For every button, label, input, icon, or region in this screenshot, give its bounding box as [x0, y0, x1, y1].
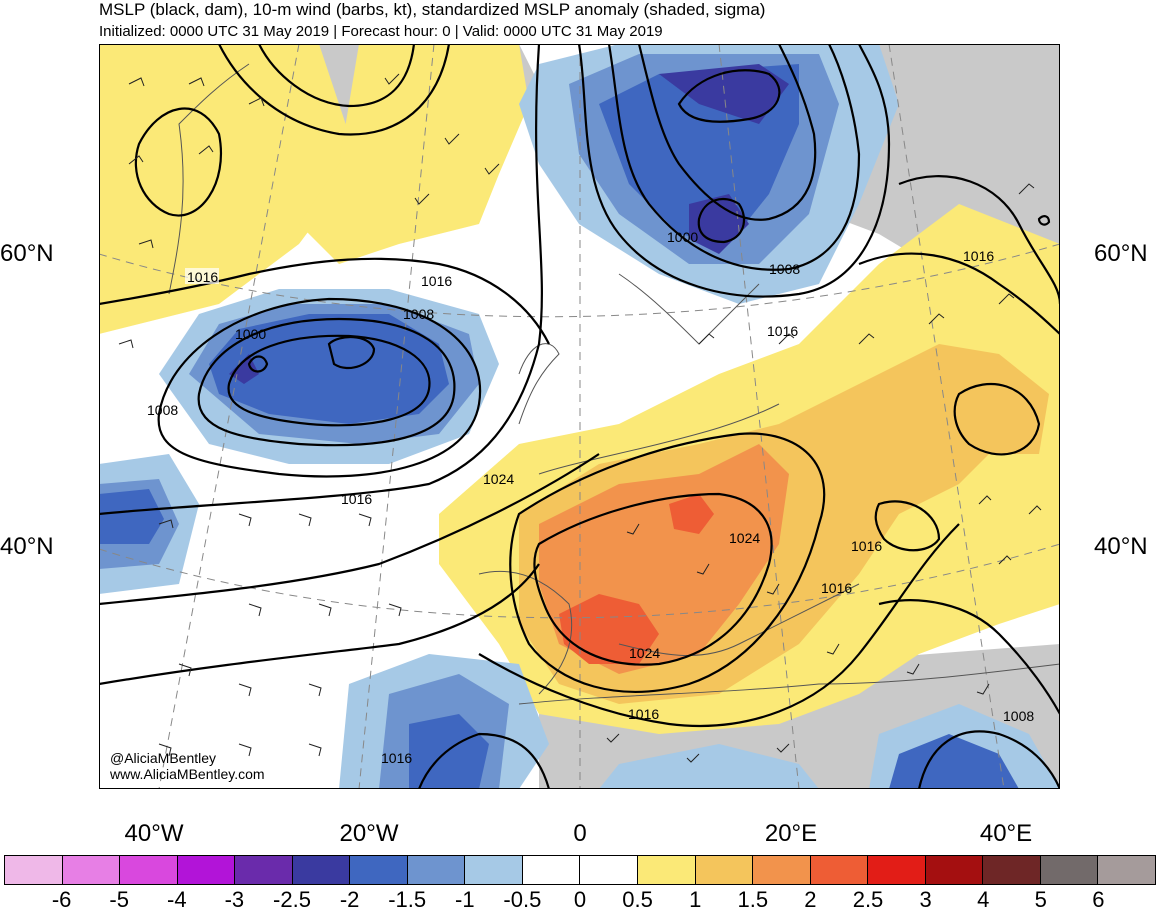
anomaly-shading — [99, 44, 1060, 789]
contour-label: 1016 — [963, 248, 994, 264]
contour-label: 1016 — [851, 538, 882, 554]
colorbar-label: -1 — [455, 887, 475, 912]
chart-subtitle: Initialized: 0000 UTC 31 May 2019 | Fore… — [99, 23, 663, 40]
credit-handle: @AliciaMBentley — [110, 750, 217, 766]
lat-label-left-40n: 40°N — [0, 533, 54, 560]
lon-label-20w: 20°W — [339, 820, 399, 847]
contour-label: 1000 — [667, 229, 698, 245]
contour-label: 1008 — [1003, 708, 1034, 724]
colorbar-swatch — [407, 856, 466, 884]
colorbar — [4, 855, 1156, 885]
contour-label: 1016 — [421, 273, 452, 289]
contour-label: 1024 — [483, 471, 514, 487]
contour-label: 1016 — [381, 750, 412, 766]
lat-label-left-60n: 60°N — [0, 240, 54, 267]
colorbar-swatch — [983, 856, 1041, 884]
colorbar-label: -1.5 — [388, 887, 427, 912]
coastlines — [168, 63, 1060, 705]
colorbar-label: -4 — [167, 887, 187, 912]
colorbar-swatch — [580, 856, 639, 884]
colorbar-swatch — [753, 856, 811, 884]
colorbar-swatch — [5, 856, 63, 884]
lon-label-0: 0 — [573, 820, 587, 847]
contour-label: 1008 — [769, 261, 800, 277]
colorbar-swatch — [177, 856, 236, 884]
colorbar-swatch — [695, 856, 754, 884]
contour-label: 1016 — [821, 580, 852, 596]
colorbar-label: -2.5 — [273, 887, 311, 912]
colorbar-label: 1.5 — [737, 887, 769, 912]
colorbar-label: 2.5 — [852, 887, 884, 912]
colorbar-label: 0 — [573, 887, 587, 912]
colorbar-swatch — [235, 856, 293, 884]
colorbar-swatch — [350, 856, 408, 884]
colorbar-label: 6 — [1092, 887, 1105, 912]
colorbar-label: 0.5 — [622, 887, 653, 912]
contour-label: 1008 — [403, 306, 434, 322]
colorbar-swatch — [810, 856, 869, 884]
colorbar-swatch — [868, 856, 926, 884]
lon-label-40e: 40°E — [979, 820, 1033, 847]
colorbar-label: -6 — [51, 887, 72, 912]
colorbar-label: -3 — [224, 887, 245, 912]
contour-label: 1024 — [629, 645, 660, 661]
contour-label: 1024 — [729, 530, 760, 546]
contour-label: 1016 — [767, 323, 798, 339]
colorbar-swatch — [292, 856, 351, 884]
colorbar-label: 4 — [977, 887, 990, 912]
mslp-contours — [99, 44, 1060, 789]
colorbar-label: -2 — [339, 887, 360, 912]
lat-label-right-60n: 60°N — [1094, 240, 1148, 267]
colorbar-swatch — [522, 856, 581, 884]
contour-label: 1008 — [147, 402, 178, 418]
lon-label-20e: 20°E — [764, 820, 818, 847]
colorbar-label: 2 — [804, 887, 817, 912]
contour-label: 1016 — [341, 491, 372, 507]
colorbar-label: 5 — [1034, 887, 1047, 912]
wind-barbs — [118, 73, 1042, 763]
colorbar-label: 1 — [689, 887, 702, 912]
colorbar-swatch — [1040, 856, 1099, 884]
colorbar-label: 3 — [919, 887, 932, 912]
lat-label-right-40n: 40°N — [1094, 533, 1148, 560]
contour-label: 1016 — [628, 706, 659, 722]
colorbar-label: -5 — [109, 887, 129, 912]
colorbar-swatch — [1098, 856, 1155, 884]
map-panel: 1016 1016 1008 1000 1008 1016 1000 1008 … — [99, 44, 1060, 789]
colorbar-swatch — [925, 856, 984, 884]
colorbar-label: -0.5 — [503, 887, 542, 912]
colorbar-swatch — [120, 856, 178, 884]
contour-label: 1016 — [187, 269, 218, 285]
chart-title: MSLP (black, dam), 10-m wind (barbs, kt)… — [99, 0, 766, 19]
contour-label: 1000 — [235, 326, 266, 342]
colorbar-swatch — [638, 856, 696, 884]
contour-labels: 1016 1016 1008 1000 1008 1016 1000 1008 … — [147, 229, 1034, 766]
colorbar-swatch — [62, 856, 121, 884]
lon-label-40w: 40°W — [124, 820, 184, 847]
credit-website: www.AliciaMBentley.com — [110, 766, 265, 782]
colorbar-swatch — [465, 856, 523, 884]
